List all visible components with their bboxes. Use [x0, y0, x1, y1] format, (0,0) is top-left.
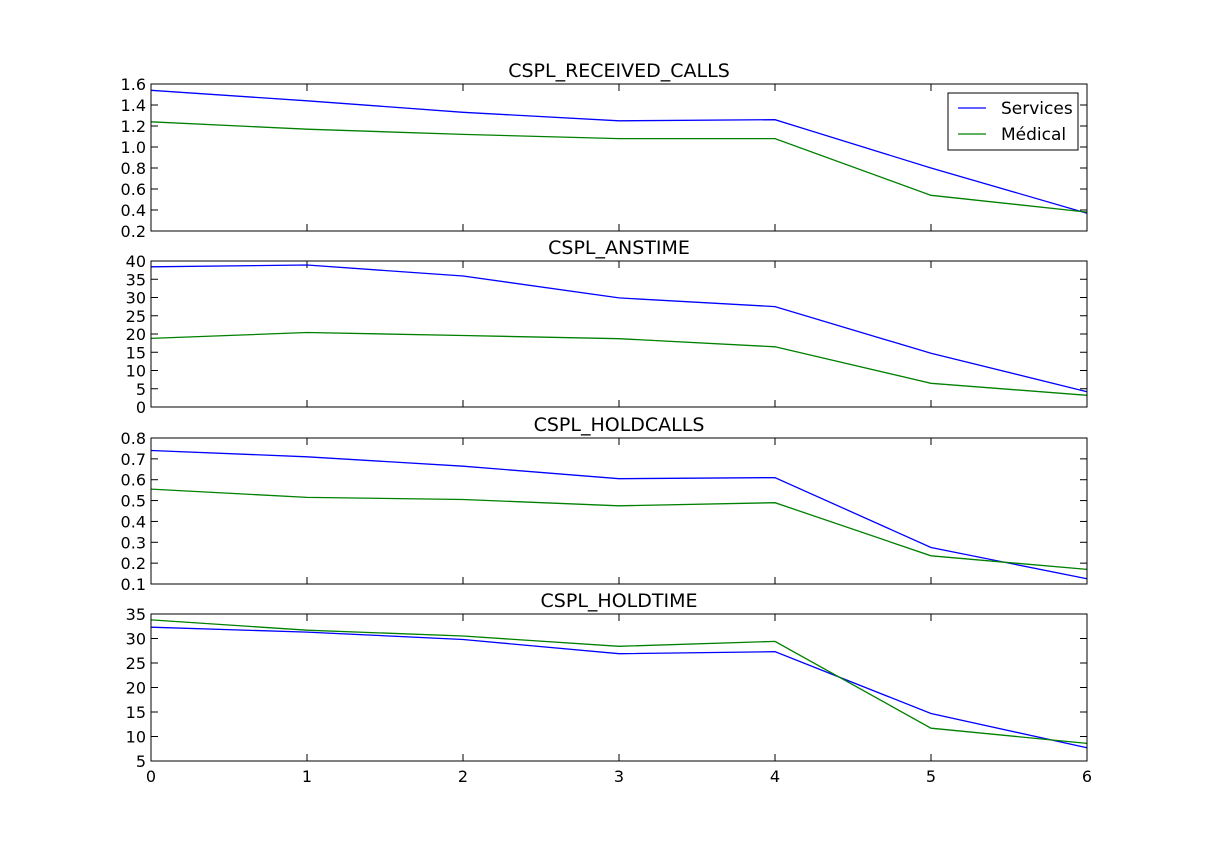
- panel-1: CSPL_RECEIVED_CALLS 0.2 0.4 0.6 0.8 1.0 1.2 1.4…: [121, 60, 1088, 241]
- series-line-services: [150, 89, 1088, 214]
- series-line-medical: [150, 488, 1088, 571]
- y-tick-label: 0.2: [121, 554, 146, 573]
- x-tick-label: 3: [614, 767, 624, 786]
- y-tick-label: 10: [126, 728, 146, 747]
- legend-box: [947, 92, 1079, 151]
- series-line-medical: [150, 619, 1088, 745]
- y-tick-label: 30: [126, 630, 146, 649]
- y-tick-label: 0.3: [121, 533, 146, 552]
- x-tick-label: 6: [1082, 767, 1092, 786]
- x-tick-label: 5: [926, 767, 936, 786]
- x-tick-label: 1: [302, 767, 312, 786]
- panel-title: CSPL_HOLDTIME: [541, 590, 698, 612]
- y-tick-label: 15: [126, 703, 146, 722]
- y-tick-label: 0.4: [121, 512, 146, 531]
- y-tick-label: 0: [136, 398, 146, 417]
- y-tick-label: 20: [126, 325, 146, 344]
- y-tick-label: 1.0: [121, 138, 146, 157]
- y-tick-label: 0.6: [121, 180, 146, 199]
- y-tick-label: 5: [136, 752, 146, 771]
- axes-frame: [150, 613, 1088, 762]
- y-tick-label: 0.8: [121, 159, 146, 178]
- y-tick-label: 35: [126, 605, 146, 624]
- x-tick-label: 2: [458, 767, 468, 786]
- legend: Services Médical: [947, 92, 1079, 151]
- y-tick-label: 35: [126, 270, 146, 289]
- y-tick-label: 40: [126, 252, 146, 271]
- y-tick-label: 0.8: [121, 429, 146, 448]
- y-tick-label: 1.6: [121, 75, 146, 94]
- y-tick-label: 25: [126, 307, 146, 326]
- y-tick-label: 25: [126, 654, 146, 673]
- axes-frame: [150, 437, 1088, 585]
- y-tick-label: 1.2: [121, 117, 146, 136]
- y-tick-label: 1.4: [121, 96, 146, 115]
- series-line-services: [150, 449, 1088, 580]
- y-tick-label: 0.4: [121, 201, 146, 220]
- panel-4: CSPL_HOLDTIME 5 10 15 20 25 30 35 0 1 2 3 4 5 6: [126, 590, 1092, 786]
- y-tick-label: 0.7: [121, 450, 146, 469]
- x-tick-label: 4: [770, 767, 780, 786]
- panel-title: CSPL_ANSTIME: [548, 237, 690, 259]
- panel-title: CSPL_RECEIVED_CALLS: [508, 60, 730, 82]
- legend-label: Services: [1001, 99, 1073, 119]
- y-tick-label: 10: [126, 362, 146, 381]
- y-tick-label: 0.5: [121, 492, 146, 511]
- y-tick-label: 15: [126, 343, 146, 362]
- y-tick-label: 0.6: [121, 471, 146, 490]
- panel-3: CSPL_HOLDCALLS 0.1 0.2 0.3 0.40.5 0.6 0.7 0.8: [121, 414, 1088, 594]
- panel-title: CSPL_HOLDCALLS: [534, 414, 705, 436]
- x-tick-label: 0: [146, 767, 156, 786]
- legend-label: Médical: [1001, 125, 1066, 145]
- axes-frame: [150, 83, 1088, 232]
- series-line-medical: [150, 121, 1088, 213]
- series-line-services: [150, 264, 1088, 393]
- y-tick-label: 30: [126, 289, 146, 308]
- series-line-services: [150, 626, 1088, 749]
- y-tick-label: 0.2: [121, 222, 146, 241]
- y-tick-label: 0.1: [121, 575, 146, 594]
- axes-frame: [150, 260, 1088, 408]
- y-tick-label: 5: [136, 380, 146, 399]
- y-tick-label: 20: [126, 679, 146, 698]
- series-line-medical: [150, 331, 1088, 396]
